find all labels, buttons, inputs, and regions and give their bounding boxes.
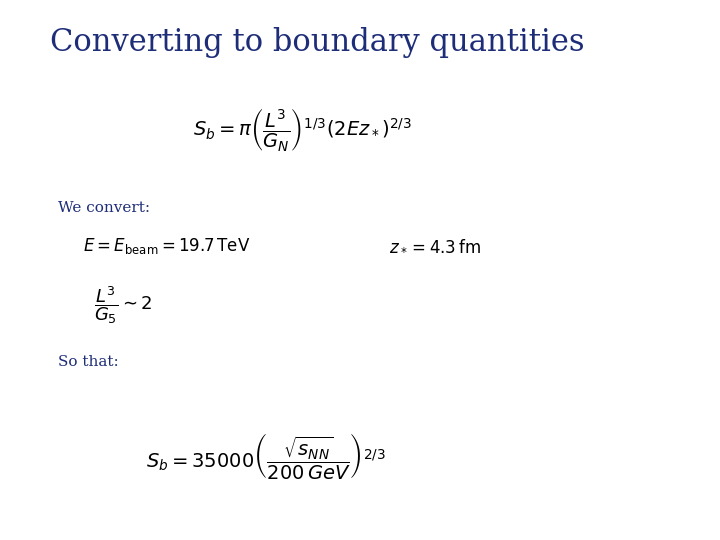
Text: $S_b = \pi \left(\dfrac{L^3}{G_N}\right)^{1/3} (2Ez_*)^{2/3}$: $S_b = \pi \left(\dfrac{L^3}{G_N}\right)…	[193, 106, 412, 153]
Text: $\dfrac{L^3}{G_5} \sim 2$: $\dfrac{L^3}{G_5} \sim 2$	[94, 284, 152, 326]
Text: Converting to boundary quantities: Converting to boundary quantities	[50, 27, 585, 58]
Text: $z_* = 4.3\,\mathrm{fm}$: $z_* = 4.3\,\mathrm{fm}$	[389, 237, 481, 254]
Text: $S_b = 35000 \left(\dfrac{\sqrt{s_{NN}}}{200\,GeV}\right)^{2/3}$: $S_b = 35000 \left(\dfrac{\sqrt{s_{NN}}}…	[146, 431, 387, 481]
Text: $E = E_{\mathrm{beam}} = 19.7\,\mathrm{TeV}$: $E = E_{\mathrm{beam}} = 19.7\,\mathrm{T…	[83, 235, 251, 256]
Text: We convert:: We convert:	[58, 201, 150, 215]
Text: So that:: So that:	[58, 355, 118, 369]
